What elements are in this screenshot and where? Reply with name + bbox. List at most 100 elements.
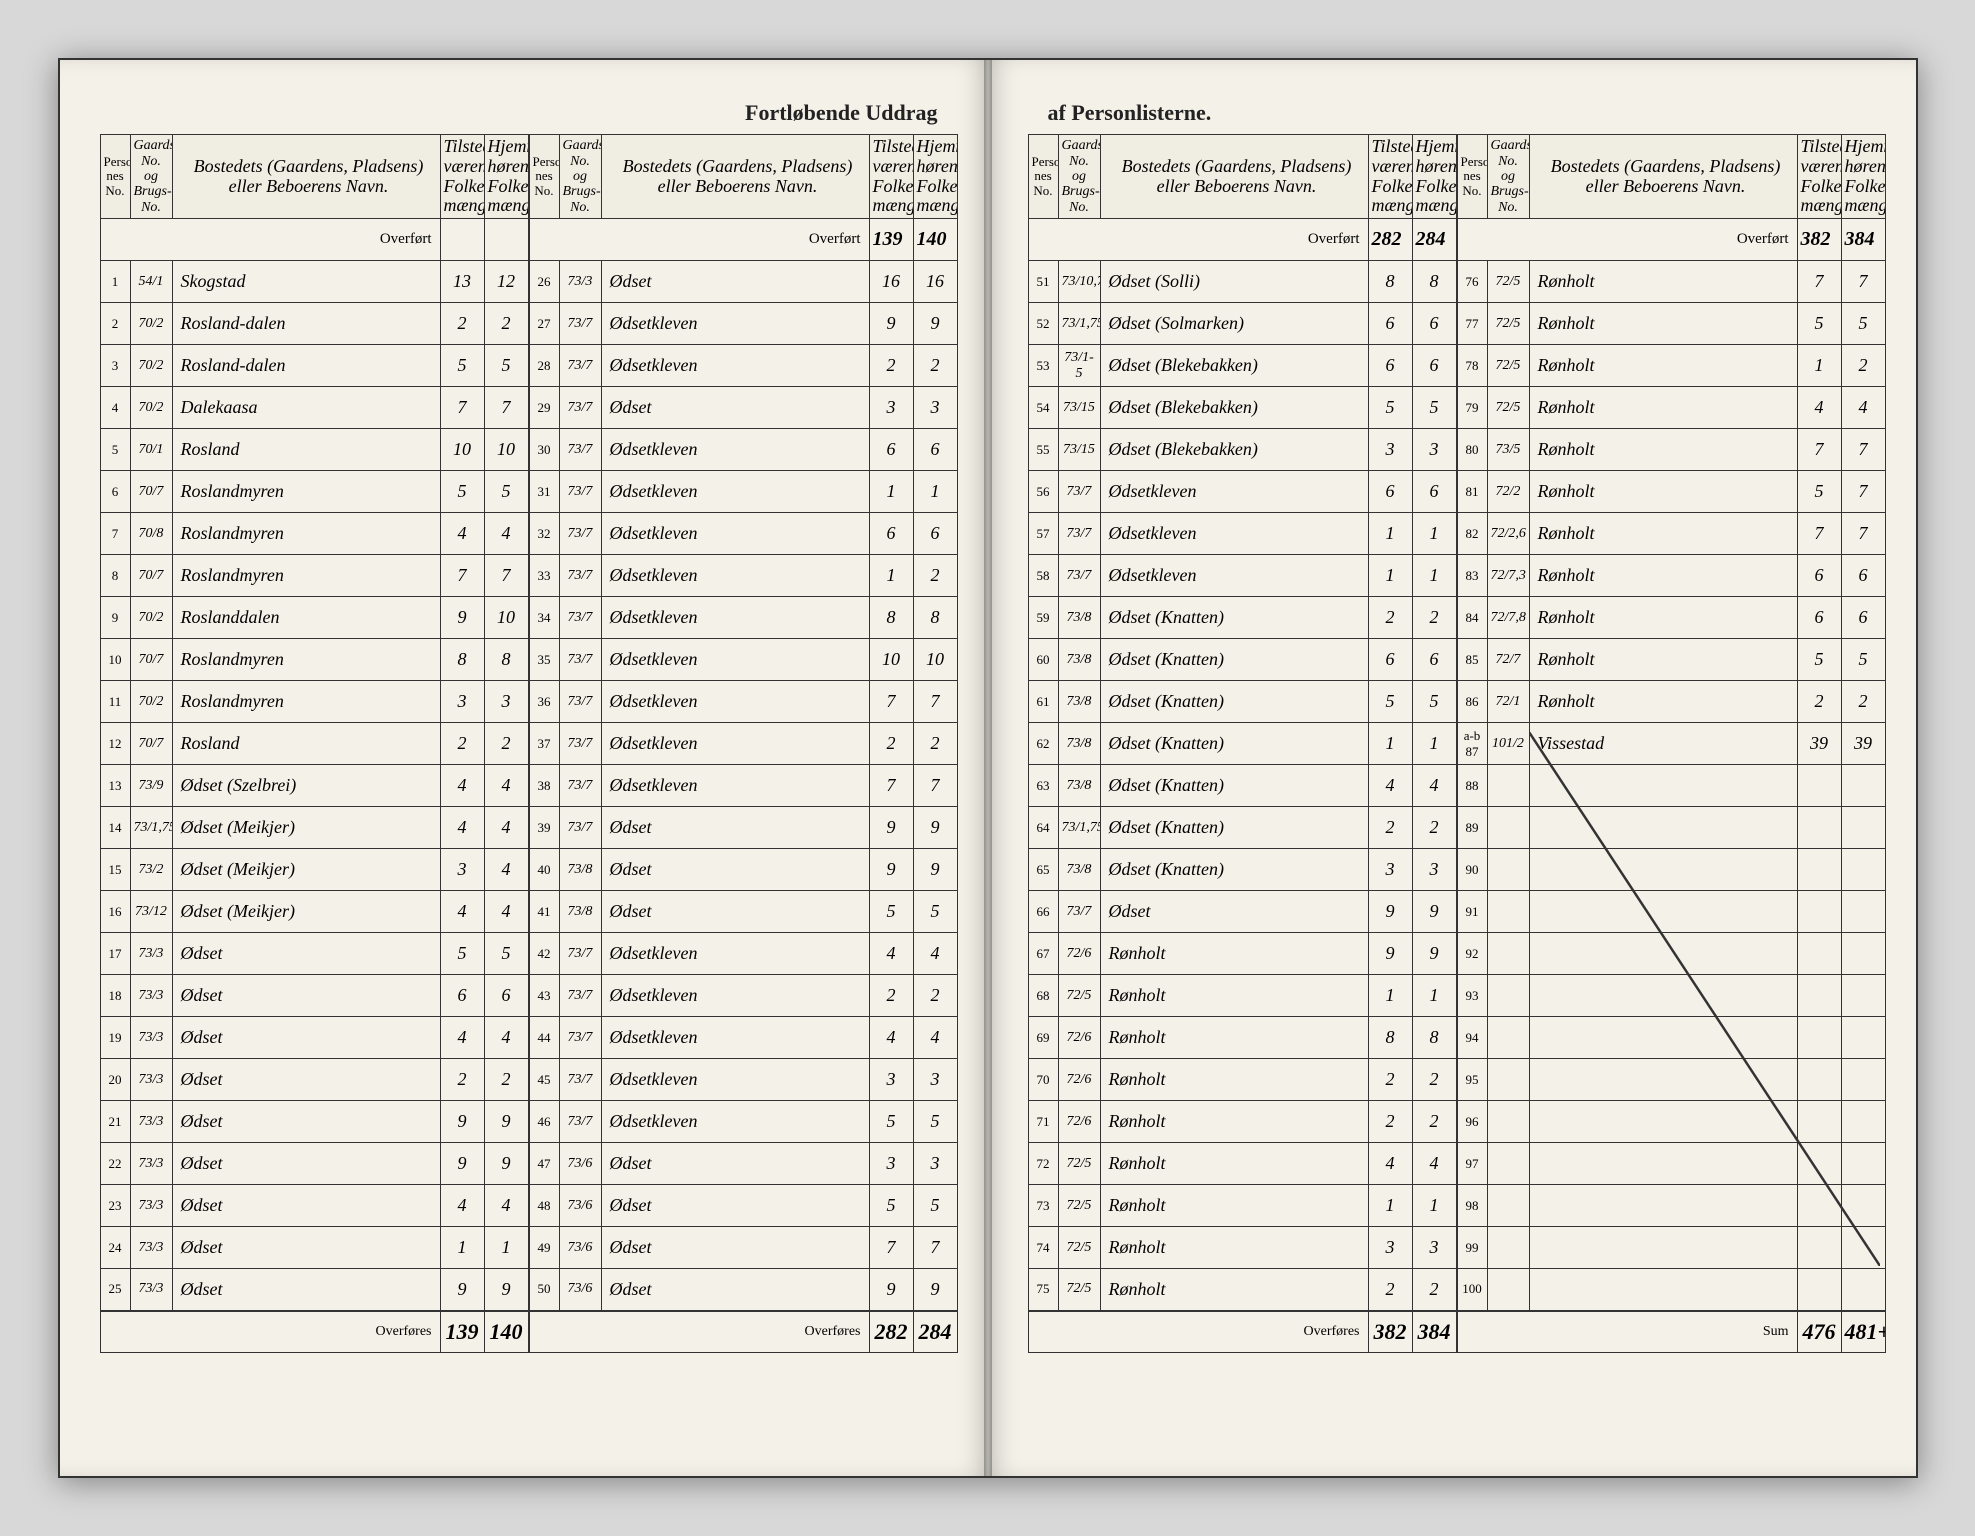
cell: 10: [484, 429, 528, 471]
cell: 54: [1028, 387, 1058, 429]
carry-value: 139: [869, 219, 913, 261]
table-row: 3573/7Ødsetkleven1010: [529, 639, 957, 681]
cell: [1487, 891, 1529, 933]
cell: 70/2: [130, 345, 172, 387]
table-row: 5973/8Ødset (Knatten)22: [1028, 597, 1456, 639]
cell: 30: [529, 429, 559, 471]
cell: 66: [1028, 891, 1058, 933]
cell: 73/3: [130, 1227, 172, 1269]
cell: 100: [1457, 1269, 1487, 1311]
cell: 72/5: [1487, 387, 1529, 429]
cell: 5: [1841, 303, 1885, 345]
cell: 4: [440, 765, 484, 807]
cell: Ødset (Blekebakken): [1100, 345, 1368, 387]
cell: 53: [1028, 345, 1058, 387]
table-row: 100: [1457, 1269, 1885, 1311]
cell: 21: [100, 1101, 130, 1143]
cell: 2: [913, 723, 957, 765]
cell: 9: [484, 1269, 528, 1311]
cell: 73/7: [559, 1101, 601, 1143]
cell: Ødsetkleven: [1100, 513, 1368, 555]
column-header: Gaards-No. og Brugs-No.: [130, 135, 172, 219]
cell: 73/8: [1058, 639, 1100, 681]
cell: 5: [440, 345, 484, 387]
cell: 5: [440, 471, 484, 513]
cell: 7: [1797, 513, 1841, 555]
cell: 73/7: [559, 429, 601, 471]
cell: Roslandmyren: [172, 471, 440, 513]
cell: 73/3: [559, 261, 601, 303]
cell: Rosland-dalen: [172, 303, 440, 345]
cell: 72/5: [1058, 1269, 1100, 1311]
table-row: 1573/2Ødset (Meikjer)34: [100, 849, 528, 891]
table-row: 7472/5Rønholt33: [1028, 1227, 1456, 1269]
cell: 82: [1457, 513, 1487, 555]
cell: 8: [1368, 261, 1412, 303]
cell: [1797, 1143, 1841, 1185]
cell: 7: [1797, 261, 1841, 303]
page-title-right: af Personlisterne.: [1028, 100, 1886, 126]
cell: 70/2: [130, 681, 172, 723]
table-row: 5573/15Ødset (Blekebakken)33: [1028, 429, 1456, 471]
cell: 2: [913, 555, 957, 597]
cell: Ødset: [172, 975, 440, 1017]
cell: Roslandmyren: [172, 639, 440, 681]
cell: [1487, 1269, 1529, 1311]
cell: Ødsetkleven: [601, 471, 869, 513]
cell: 5: [1841, 639, 1885, 681]
cell: 73/7: [559, 513, 601, 555]
cell: Ødset (Knatten): [1100, 765, 1368, 807]
cell: [1529, 1059, 1797, 1101]
cell: [1487, 765, 1529, 807]
cell: 72/5: [1487, 345, 1529, 387]
cell: 4: [1797, 387, 1841, 429]
cell: 80: [1457, 429, 1487, 471]
table-row: 2973/7Ødset33: [529, 387, 957, 429]
table-row: 6073/8Ødset (Knatten)66: [1028, 639, 1456, 681]
cell: 2: [1368, 1101, 1412, 1143]
cell: 73/5: [1487, 429, 1529, 471]
cell: 52: [1028, 303, 1058, 345]
cell: 63: [1028, 765, 1058, 807]
cell: 2: [484, 1059, 528, 1101]
cell: 89: [1457, 807, 1487, 849]
cell: 8: [100, 555, 130, 597]
table-row: 3673/7Ødsetkleven77: [529, 681, 957, 723]
cell: 46: [529, 1101, 559, 1143]
block-4: Personlister-nes No.Gaards-No. og Brugs-…: [1457, 134, 1886, 1353]
cell: 2: [440, 1059, 484, 1101]
table-row: 2573/3Ødset99: [100, 1269, 528, 1311]
cell: 3: [1412, 1227, 1456, 1269]
column-header: Personlister-nes No.: [1028, 135, 1058, 219]
cell: 16: [100, 891, 130, 933]
carry-value: 384: [1841, 219, 1885, 261]
cell: 29: [529, 387, 559, 429]
table-row: 3373/7Ødsetkleven12: [529, 555, 957, 597]
cell: 3: [1368, 849, 1412, 891]
cell: 73/3: [130, 975, 172, 1017]
table-row: 4673/7Ødsetkleven55: [529, 1101, 957, 1143]
cell: 73/6: [559, 1143, 601, 1185]
cell: 77: [1457, 303, 1487, 345]
cell: 4: [1368, 765, 1412, 807]
cell: Rønholt: [1100, 1017, 1368, 1059]
cell: Ødset (Blekebakken): [1100, 429, 1368, 471]
cell: Ødset: [601, 1143, 869, 1185]
cell: [1529, 1227, 1797, 1269]
table-row: 7772/5Rønholt55: [1457, 303, 1885, 345]
cell: 4: [440, 513, 484, 555]
block-3: Personlister-nes No.Gaards-No. og Brugs-…: [1028, 134, 1457, 1353]
cell: 95: [1457, 1059, 1487, 1101]
cell: 18: [100, 975, 130, 1017]
cell: 72/5: [1058, 1185, 1100, 1227]
cell: 57: [1028, 513, 1058, 555]
table-row: 1773/3Ødset55: [100, 933, 528, 975]
column-header: Personlister-nes No.: [1457, 135, 1487, 219]
cell: 74: [1028, 1227, 1058, 1269]
cell: Ødsetkleven: [601, 933, 869, 975]
cell: 2: [484, 723, 528, 765]
cell: Ødset: [601, 807, 869, 849]
cell: [1487, 1143, 1529, 1185]
cell: 73/7: [559, 1059, 601, 1101]
table-row: 3273/7Ødsetkleven66: [529, 513, 957, 555]
